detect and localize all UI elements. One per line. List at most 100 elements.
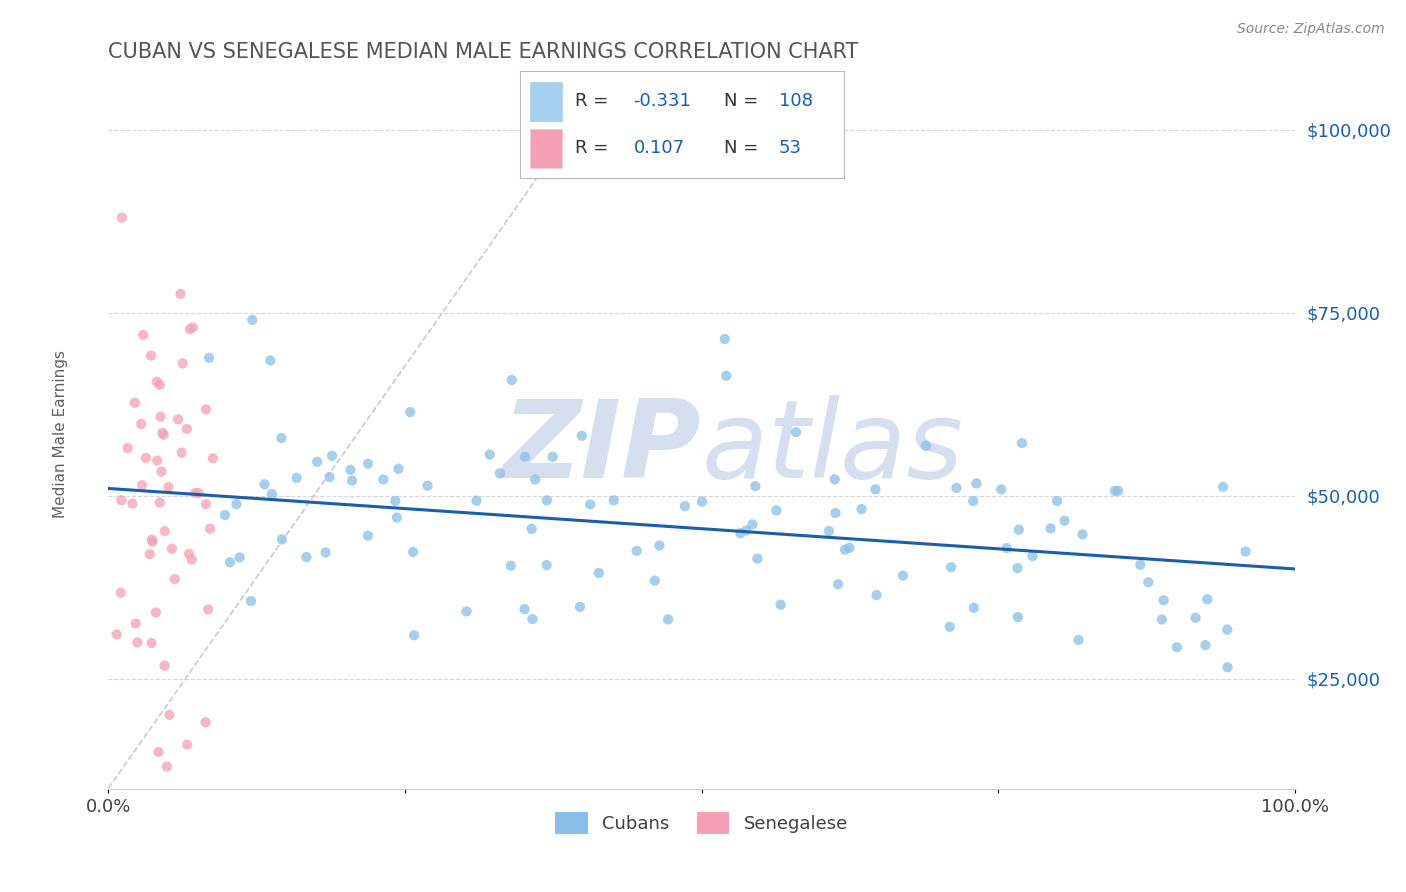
Legend: Cubans, Senegalese: Cubans, Senegalese [547, 804, 856, 844]
Point [1071, 527, 1094, 541]
Point [1067, 632, 1090, 647]
Point [865, 588, 887, 602]
FancyBboxPatch shape [530, 82, 562, 120]
Point [690, 494, 713, 508]
Point [170, 445, 193, 459]
Point [176, 422, 198, 436]
Point [156, 759, 179, 773]
Point [111, 211, 134, 225]
Point [416, 479, 439, 493]
Point [384, 494, 406, 508]
Point [1021, 549, 1043, 563]
Point [915, 439, 938, 453]
Point [513, 602, 536, 616]
Point [295, 550, 318, 565]
Point [1104, 483, 1126, 498]
Point [1194, 638, 1216, 652]
Point [240, 313, 263, 327]
Text: Median Male Earnings: Median Male Earnings [53, 350, 69, 517]
Point [149, 377, 172, 392]
Point [1007, 561, 1029, 575]
Point [536, 558, 558, 573]
Point [121, 497, 143, 511]
Text: atlas: atlas [702, 395, 963, 500]
Point [177, 547, 200, 561]
Point [110, 493, 132, 508]
Point [939, 560, 962, 574]
Point [228, 550, 250, 565]
Point [160, 541, 183, 556]
Point [159, 707, 181, 722]
Point [339, 463, 361, 477]
Point [1150, 613, 1173, 627]
Text: Source: ZipAtlas.com: Source: ZipAtlas.com [1237, 22, 1385, 37]
Point [125, 616, 148, 631]
Point [1129, 558, 1152, 572]
Point [995, 541, 1018, 555]
Point [169, 286, 191, 301]
Point [524, 473, 547, 487]
Point [321, 449, 343, 463]
Point [194, 715, 217, 730]
Point [965, 476, 987, 491]
Point [588, 566, 610, 580]
Point [270, 431, 292, 445]
Point [240, 594, 263, 608]
Point [657, 612, 679, 626]
Point [131, 478, 153, 492]
Point [838, 541, 860, 555]
Point [990, 483, 1012, 497]
Point [285, 471, 308, 485]
Point [851, 502, 873, 516]
Point [139, 349, 162, 363]
Point [735, 524, 758, 538]
Point [673, 499, 696, 513]
Point [865, 483, 887, 497]
Point [520, 522, 543, 536]
Point [340, 474, 363, 488]
Point [571, 429, 593, 443]
Point [626, 544, 648, 558]
Point [824, 472, 846, 486]
Point [579, 497, 602, 511]
Point [157, 480, 180, 494]
Point [404, 628, 426, 642]
Point [141, 533, 163, 547]
Point [176, 738, 198, 752]
Point [145, 606, 167, 620]
Point [141, 636, 163, 650]
Point [765, 503, 787, 517]
Text: N =: N = [724, 139, 763, 157]
Point [373, 473, 395, 487]
Point [1053, 514, 1076, 528]
Point [744, 479, 766, 493]
Point [150, 465, 173, 479]
Point [105, 627, 128, 641]
Point [187, 486, 209, 500]
Text: ZIP: ZIP [503, 395, 702, 500]
Text: -0.331: -0.331 [633, 93, 692, 111]
Point [945, 481, 967, 495]
Point [827, 577, 849, 591]
FancyBboxPatch shape [530, 129, 562, 168]
Point [124, 395, 146, 409]
Point [716, 368, 738, 383]
Point [198, 351, 221, 365]
Point [110, 585, 132, 599]
Point [478, 448, 501, 462]
Point [163, 572, 186, 586]
Point [541, 450, 564, 464]
Point [142, 534, 165, 549]
Point [399, 405, 422, 419]
Point [179, 322, 201, 336]
Point [253, 477, 276, 491]
Point [1184, 611, 1206, 625]
Point [129, 417, 152, 431]
Point [225, 497, 247, 511]
Text: 0.107: 0.107 [633, 139, 685, 157]
Point [153, 658, 176, 673]
Point [219, 555, 242, 569]
Text: 53: 53 [779, 139, 801, 157]
Point [148, 745, 170, 759]
Point [132, 328, 155, 343]
